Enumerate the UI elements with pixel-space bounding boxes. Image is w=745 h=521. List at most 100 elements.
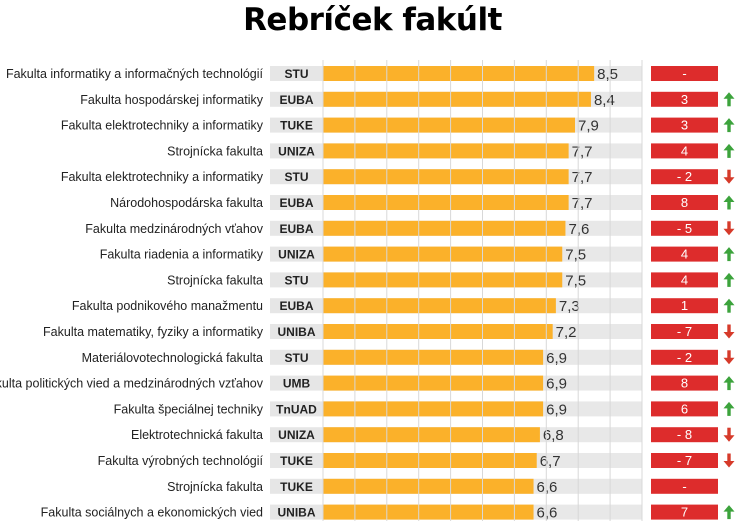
university-label: STU bbox=[285, 351, 309, 365]
bar bbox=[323, 401, 544, 417]
change-badge bbox=[651, 298, 718, 314]
university-label: EUBA bbox=[279, 299, 313, 313]
bar bbox=[323, 478, 534, 494]
category-label: Fakulta podnikového manažmentu bbox=[72, 299, 263, 313]
change-label: - bbox=[682, 66, 686, 81]
bar bbox=[323, 246, 563, 262]
chart-title: Rebríček fakúlt bbox=[243, 2, 502, 38]
arrow-up-shaft bbox=[727, 149, 731, 158]
chart-row: Fakulta elektrotechniky a informatiky TUK… bbox=[61, 117, 735, 135]
university-box bbox=[270, 117, 323, 133]
change-label: 8 bbox=[681, 376, 688, 391]
chart-row: Fakulta podnikového manažmentu EUBA 7,3 1 bbox=[72, 298, 735, 315]
arrow-up-head bbox=[723, 92, 735, 99]
arrow-up-shaft bbox=[727, 201, 731, 210]
change-label: 4 bbox=[681, 143, 688, 158]
value-label: 6,6 bbox=[537, 479, 558, 496]
arrow-down-head bbox=[723, 228, 735, 236]
university-box bbox=[270, 143, 323, 159]
change-badge bbox=[651, 375, 718, 391]
arrow-down-shaft bbox=[727, 324, 731, 333]
bar bbox=[323, 349, 544, 365]
arrow-up-shaft bbox=[727, 382, 731, 391]
category-label: Strojnícka fakulta bbox=[167, 144, 263, 158]
arrow-down-shaft bbox=[727, 453, 731, 462]
arrow-up-icon bbox=[723, 143, 735, 158]
change-badge bbox=[651, 324, 718, 339]
arrow-down-icon bbox=[723, 427, 735, 442]
arrow-up-icon bbox=[723, 92, 735, 107]
change-badge bbox=[651, 66, 718, 81]
category-label: Fakulta špeciálnej techniky bbox=[114, 402, 264, 416]
change-label: - 5 bbox=[677, 221, 692, 236]
value-label: 7,6 bbox=[568, 221, 589, 238]
university-box bbox=[270, 298, 323, 314]
arrow-up-head bbox=[723, 118, 735, 125]
change-badge bbox=[651, 195, 718, 210]
chart-row: Elektrotechnická fakulta UNIZA 6,8 - 8 bbox=[131, 427, 735, 444]
value-label: 7,5 bbox=[565, 272, 586, 289]
category-label: Národohospodárska fakulta bbox=[110, 196, 263, 210]
university-box bbox=[270, 220, 323, 236]
change-label: - 7 bbox=[677, 453, 692, 468]
category-label: Strojnícka fakulta bbox=[167, 273, 263, 287]
category-label: Strojnícka fakulta bbox=[167, 480, 263, 494]
university-label: STU bbox=[285, 170, 309, 184]
change-badge bbox=[651, 117, 718, 133]
bar bbox=[323, 91, 591, 107]
bar bbox=[323, 66, 595, 81]
bar bbox=[323, 427, 540, 443]
university-label: UMB bbox=[283, 377, 311, 391]
university-label: UNIBA bbox=[278, 325, 316, 339]
chart-row: Fakulta politických vied a medzinárodnýc… bbox=[0, 375, 735, 393]
university-box bbox=[270, 169, 323, 185]
university-box bbox=[270, 504, 323, 520]
university-box bbox=[270, 246, 323, 262]
arrow-down-shaft bbox=[727, 221, 731, 230]
arrow-down-icon bbox=[723, 221, 735, 236]
arrow-up-head bbox=[723, 195, 735, 202]
change-label: 4 bbox=[681, 247, 688, 262]
chart-row: Fakulta výrobných technológií TUKE 6,7 - 7 bbox=[98, 453, 735, 470]
change-badge bbox=[651, 478, 718, 494]
university-label: EUBA bbox=[279, 196, 313, 210]
change-label: - 2 bbox=[677, 350, 692, 365]
bar bbox=[323, 298, 556, 314]
bar bbox=[323, 143, 569, 159]
chart-row: Fakulta matematiky, fyziky a informatiky… bbox=[43, 324, 735, 341]
university-box bbox=[270, 453, 323, 468]
change-label: 3 bbox=[681, 92, 688, 107]
university-box bbox=[270, 401, 323, 417]
arrow-down-shaft bbox=[727, 169, 731, 178]
university-box bbox=[270, 324, 323, 339]
category-label: Elektrotechnická fakulta bbox=[131, 428, 263, 442]
university-box bbox=[270, 427, 323, 443]
arrow-up-icon bbox=[723, 195, 735, 210]
bar bbox=[323, 324, 553, 339]
university-label: UNIZA bbox=[278, 428, 315, 442]
chart-row: Strojnícka fakulta TUKE 6,6 - bbox=[167, 478, 718, 496]
value-label: 7,3 bbox=[559, 298, 580, 315]
change-label: 4 bbox=[681, 272, 688, 287]
arrow-up-head bbox=[723, 505, 735, 512]
category-label: Fakulta elektrotechniky a informatiky bbox=[61, 119, 264, 133]
chart-row: Materiálovotechnologická fakulta STU 6,9 - … bbox=[82, 349, 735, 367]
bar bbox=[323, 117, 576, 133]
arrow-up-head bbox=[723, 298, 735, 306]
university-box bbox=[270, 91, 323, 107]
change-badge bbox=[651, 143, 718, 159]
category-label: Materiálovotechnologická fakulta bbox=[82, 351, 263, 365]
change-badge bbox=[651, 453, 718, 468]
change-badge bbox=[651, 427, 718, 443]
value-label: 6,8 bbox=[543, 427, 564, 444]
bar bbox=[323, 220, 566, 236]
arrow-up-icon bbox=[723, 376, 735, 391]
university-box bbox=[270, 349, 323, 365]
arrow-up-icon bbox=[723, 118, 735, 133]
value-label: 8,4 bbox=[594, 92, 615, 109]
change-badge bbox=[651, 504, 718, 520]
arrow-up-shaft bbox=[727, 253, 731, 262]
value-label: 7,7 bbox=[572, 169, 593, 186]
bar bbox=[323, 272, 563, 288]
